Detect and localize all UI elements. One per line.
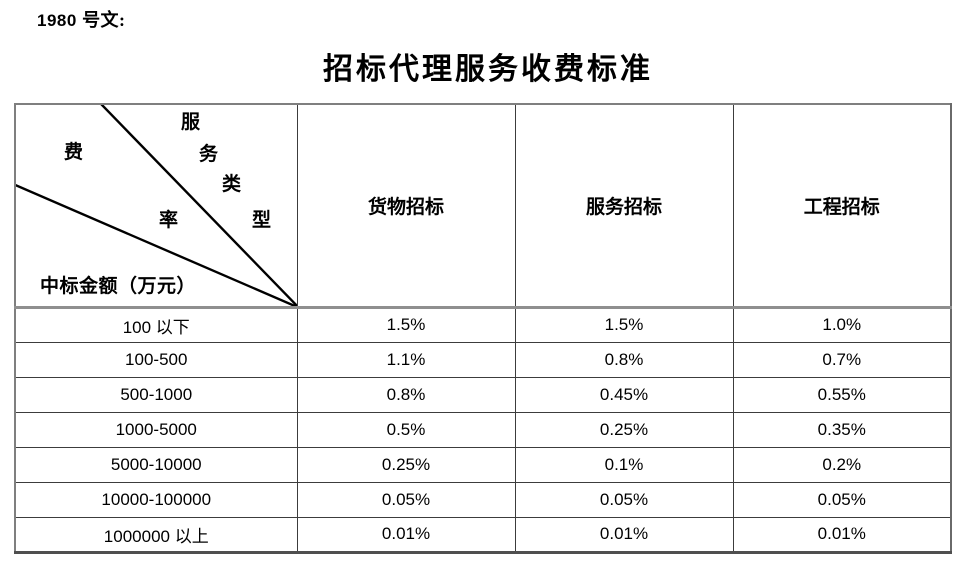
service-rate-cell: 0.1% — [514, 446, 734, 483]
goods-rate-cell: 0.5% — [296, 411, 516, 448]
diagonal-divider-lines — [17, 106, 296, 304]
document-number-digits: 1980 — [37, 11, 77, 30]
goods-rate-cell: 0.25% — [296, 446, 516, 483]
works-rate-cell: 0.55% — [732, 376, 952, 413]
works-rate-cell: 0.7% — [732, 341, 952, 378]
table-row: 500-1000 0.8% 0.45% 0.55% — [14, 376, 952, 413]
corner-label-bid-amount: 中标金额（万元） — [40, 276, 197, 297]
goods-rate-cell: 0.05% — [296, 481, 516, 518]
range-cell: 1000-5000 — [14, 411, 298, 448]
service-rate-cell: 1.5% — [514, 306, 734, 343]
service-rate-cell: 0.25% — [514, 411, 734, 448]
fee-standard-table: 服 务 类 型 费 率 中标金额（万元） 货物招标 服务招标 工程招标 100 … — [14, 103, 952, 554]
corner-label-rate: 率 — [159, 210, 179, 231]
corner-header-cell: 服 务 类 型 费 率 中标金额（万元） — [14, 103, 298, 309]
table-row: 5000-10000 0.25% 0.1% 0.2% — [14, 446, 952, 483]
corner-label-service-type-char2: 务 — [199, 144, 219, 165]
column-header-works-bidding: 工程招标 — [732, 103, 952, 309]
goods-rate-cell: 1.5% — [296, 306, 516, 343]
corner-label-fee: 费 — [64, 142, 84, 163]
corner-label-service-type-char1: 服 — [181, 112, 201, 133]
service-rate-cell: 0.8% — [514, 341, 734, 378]
range-cell: 5000-10000 — [14, 446, 298, 483]
works-rate-cell: 0.01% — [732, 516, 952, 554]
column-header-service-bidding: 服务招标 — [514, 103, 734, 309]
works-rate-cell: 1.0% — [732, 306, 952, 343]
table-row: 100 以下 1.5% 1.5% 1.0% — [14, 306, 952, 343]
document-number: 1980 号文: — [37, 6, 126, 32]
range-cell: 1000000 以上 — [14, 516, 298, 554]
works-rate-cell: 0.05% — [732, 481, 952, 518]
goods-rate-cell: 0.01% — [296, 516, 516, 554]
table-row: 1000000 以上 0.01% 0.01% 0.01% — [14, 516, 952, 554]
goods-rate-cell: 0.8% — [296, 376, 516, 413]
column-header-goods-bidding: 货物招标 — [296, 103, 516, 309]
range-cell: 100-500 — [14, 341, 298, 378]
works-rate-cell: 0.35% — [732, 411, 952, 448]
table-header-row: 服 务 类 型 费 率 中标金额（万元） 货物招标 服务招标 工程招标 — [14, 103, 952, 309]
page-title: 招标代理服务收费标准 — [323, 53, 653, 86]
table-row: 10000-100000 0.05% 0.05% 0.05% — [14, 481, 952, 518]
corner-label-service-type-char3: 类 — [222, 174, 242, 195]
goods-rate-cell: 1.1% — [296, 341, 516, 378]
range-cell: 10000-100000 — [14, 481, 298, 518]
works-rate-cell: 0.2% — [732, 446, 952, 483]
document-number-suffix: 号文: — [82, 10, 126, 30]
service-rate-cell: 0.05% — [514, 481, 734, 518]
range-cell: 100 以下 — [14, 306, 298, 343]
service-rate-cell: 0.01% — [514, 516, 734, 554]
table-row: 100-500 1.1% 0.8% 0.7% — [14, 341, 952, 378]
service-rate-cell: 0.45% — [514, 376, 734, 413]
range-cell: 500-1000 — [14, 376, 298, 413]
table-row: 1000-5000 0.5% 0.25% 0.35% — [14, 411, 952, 448]
corner-label-service-type-char4: 型 — [252, 210, 272, 231]
